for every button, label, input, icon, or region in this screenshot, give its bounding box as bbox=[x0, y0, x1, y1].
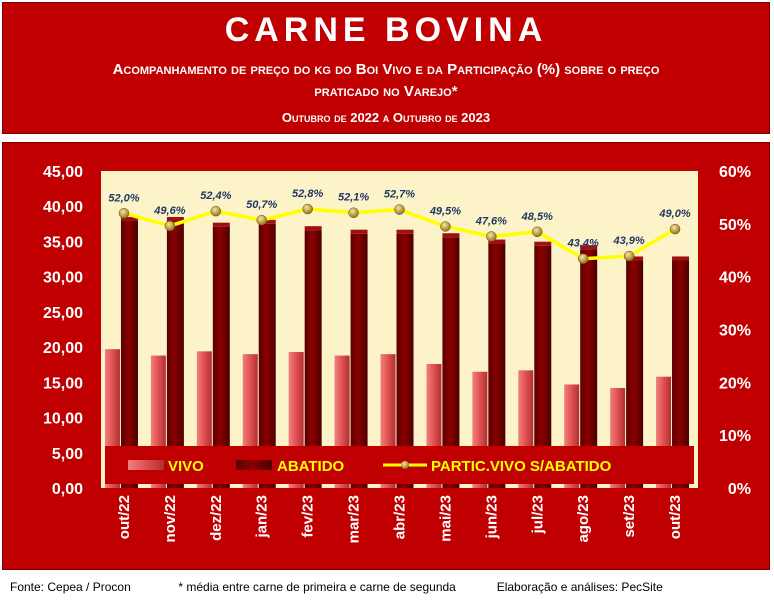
bar-abatido-top bbox=[672, 256, 690, 261]
bar-abatido bbox=[396, 233, 414, 488]
bar-abatido bbox=[212, 226, 230, 488]
legend-swatch-vivo bbox=[128, 460, 164, 470]
bar-abatido-top bbox=[626, 256, 644, 261]
y-right-tick-label: 20% bbox=[719, 375, 751, 392]
y-left-tick-label: 40,00 bbox=[43, 199, 83, 216]
y-right-tick-label: 40% bbox=[719, 270, 751, 287]
header-banner: CARNE BOVINA Acompanhamento de preço do … bbox=[2, 2, 770, 134]
marker-partic bbox=[532, 226, 543, 238]
marker-partic bbox=[577, 253, 589, 264]
bar-abatido bbox=[488, 243, 506, 488]
data-label-partic: 49,0% bbox=[658, 208, 690, 220]
y-left-tick-label: 15,00 bbox=[43, 375, 83, 392]
footer-note: * média entre carne de primeira e carne … bbox=[178, 580, 456, 594]
data-label-partic: 48,5% bbox=[521, 211, 553, 223]
data-label-partic: 52,4% bbox=[200, 190, 231, 202]
bar-abatido-top bbox=[304, 226, 322, 231]
marker-partic bbox=[669, 223, 681, 235]
bar-abatido bbox=[258, 223, 276, 488]
data-label-partic: 43,4% bbox=[567, 238, 599, 250]
data-label-partic: 49,5% bbox=[429, 205, 461, 217]
subtitle-line-2: praticado no Varejo* bbox=[314, 83, 458, 100]
footer-credit: Elaboração e análises: PecSite bbox=[496, 580, 663, 594]
y-right-tick-label: 30% bbox=[719, 323, 751, 340]
marker-partic bbox=[210, 205, 222, 217]
y-left-tick-label: 45,00 bbox=[43, 164, 83, 181]
page-title: CARNE BOVINA bbox=[224, 11, 548, 49]
legend-marker-partic bbox=[401, 461, 409, 469]
y-right-tick-label: 60% bbox=[719, 164, 751, 181]
data-label-partic: 52,7% bbox=[384, 189, 415, 201]
y-left-tick-label: 0,00 bbox=[52, 481, 83, 498]
bar-abatido bbox=[120, 221, 138, 488]
bar-abatido-top bbox=[442, 233, 460, 238]
data-label-partic: 49,6% bbox=[153, 205, 185, 217]
y-left-tick-label: 10,00 bbox=[43, 411, 83, 428]
chart-container: 0,00 5,00 10,00 15,00 20,00 25,00 30,00 35,00 40… bbox=[2, 142, 770, 570]
footer-source: Fonte: Cepea / Procon bbox=[10, 580, 131, 594]
bar-abatido-top bbox=[350, 229, 368, 234]
data-label-partic: 52,0% bbox=[108, 192, 139, 204]
bar-abatido bbox=[442, 237, 460, 488]
bar-abatido-top bbox=[488, 239, 506, 244]
x-tick-label: dez/22 bbox=[208, 495, 225, 541]
x-tick-label: jun/23 bbox=[483, 495, 500, 539]
y-right-tick-label: 50% bbox=[719, 217, 751, 234]
x-tick-label: jul/23 bbox=[529, 495, 546, 534]
bar-abatido-top bbox=[212, 222, 230, 227]
x-tick-label: jan/23 bbox=[254, 495, 271, 539]
bar-abatido bbox=[626, 260, 644, 488]
legend-label-abatido: ABATIDO bbox=[277, 458, 345, 475]
x-tick-label: mar/23 bbox=[346, 495, 363, 543]
marker-partic bbox=[164, 220, 176, 232]
bar-abatido bbox=[672, 260, 690, 488]
bar-abatido bbox=[304, 230, 322, 488]
bar-abatido bbox=[580, 249, 598, 488]
bar-abatido-top bbox=[120, 217, 138, 222]
bar-abatido bbox=[534, 245, 552, 488]
marker-partic bbox=[623, 250, 635, 262]
bar-abatido bbox=[166, 221, 184, 488]
bar-abatido-top bbox=[166, 217, 184, 222]
period-label: Outubro de 2022 a Outubro de 2023 bbox=[281, 110, 491, 125]
legend-swatch-abatido bbox=[236, 460, 272, 470]
marker-partic bbox=[486, 231, 497, 242]
y-right-tick-label: 0% bbox=[728, 481, 751, 498]
legend-label-partic: PARTIC.VIVO S/ABATIDO bbox=[431, 458, 612, 475]
subtitle-line-1: Acompanhamento de preço do kg do Boi Viv… bbox=[112, 61, 660, 78]
data-label-partic: 47,6% bbox=[475, 216, 507, 228]
marker-partic bbox=[118, 208, 130, 219]
x-tick-label: set/23 bbox=[621, 495, 638, 538]
bar-abatido bbox=[350, 233, 368, 488]
legend-label-vivo: VIVO bbox=[168, 458, 204, 475]
x-tick-label: mai/23 bbox=[437, 495, 454, 542]
bar-abatido-top bbox=[396, 229, 414, 234]
bar-abatido-top bbox=[534, 241, 552, 246]
y-right-tick-label: 10% bbox=[719, 428, 751, 445]
y-left-tick-label: 25,00 bbox=[43, 305, 83, 322]
x-tick-label: out/23 bbox=[667, 495, 684, 539]
marker-partic bbox=[440, 221, 451, 232]
x-tick-label: ago/23 bbox=[575, 495, 592, 543]
x-tick-label: fev/23 bbox=[300, 495, 317, 538]
data-label-partic: 50,7% bbox=[246, 199, 277, 211]
x-tick-label: nov/22 bbox=[162, 495, 179, 543]
y-left-tick-label: 5,00 bbox=[52, 446, 83, 463]
x-tick-label: abr/23 bbox=[392, 495, 409, 539]
y-left-tick-label: 20,00 bbox=[43, 340, 83, 357]
data-label-partic: 52,8% bbox=[292, 188, 323, 200]
bar-abatido-top bbox=[580, 245, 598, 250]
marker-partic bbox=[394, 204, 405, 215]
marker-partic bbox=[302, 203, 313, 215]
footer: Fonte: Cepea / Procon * média entre carn… bbox=[10, 580, 770, 594]
marker-partic bbox=[256, 214, 267, 226]
data-label-partic: 43,9% bbox=[613, 235, 645, 247]
y-left-tick-label: 35,00 bbox=[43, 234, 83, 251]
combo-chart: 0,00 5,00 10,00 15,00 20,00 25,00 30,00 35,00 40… bbox=[43, 164, 751, 543]
y-left-tick-label: 30,00 bbox=[43, 270, 83, 287]
x-tick-label: out/22 bbox=[116, 495, 133, 539]
bar-abatido-top bbox=[258, 219, 276, 224]
data-label-partic: 52,1% bbox=[338, 192, 369, 204]
marker-partic bbox=[348, 207, 359, 218]
